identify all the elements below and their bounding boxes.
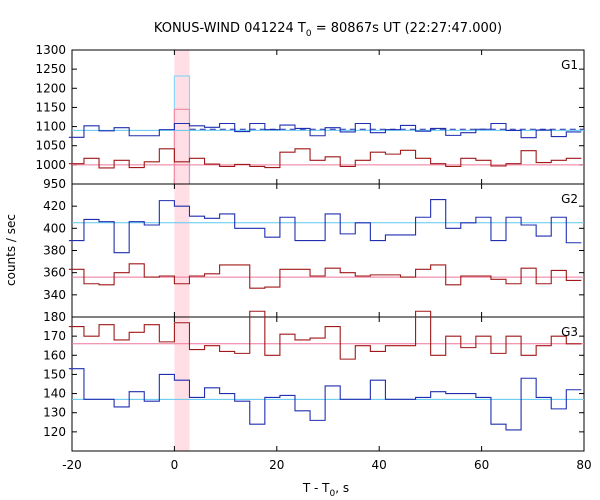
panel-frame bbox=[71, 316, 585, 452]
burst-bin bbox=[173, 108, 191, 184]
series-step-line bbox=[68, 198, 582, 254]
y-axis-label: counts / sec bbox=[4, 214, 18, 286]
series-step-line bbox=[68, 122, 582, 139]
x-tick-label: 60 bbox=[474, 458, 489, 472]
highlight-band bbox=[174, 184, 190, 317]
y-tick-label: 140 bbox=[43, 387, 66, 401]
x-tick-label: 80 bbox=[576, 458, 591, 472]
y-tick-label: 400 bbox=[43, 221, 66, 235]
series-step-line bbox=[68, 368, 582, 431]
x-tick-label: -20 bbox=[62, 458, 82, 472]
y-tick-label: 1000 bbox=[35, 158, 66, 172]
series-step-line bbox=[68, 263, 582, 289]
panel-g2: 340 360 380 400 420 G2 bbox=[43, 183, 585, 318]
y-tick-label: 1100 bbox=[35, 120, 66, 134]
panel-g3: 120 130 140 150 160 170 180 G3 bbox=[43, 310, 585, 452]
panel-g1: 950 1000 1050 1100 1150 1200 1250 1300 G1 bbox=[35, 43, 585, 191]
x-tick-label: 20 bbox=[269, 458, 284, 472]
chart-title: KONUS-WIND 041224 T0 = 80867s UT (22:27:… bbox=[154, 21, 502, 39]
y-tick-label: 120 bbox=[43, 425, 66, 439]
panel-frame bbox=[71, 183, 585, 318]
y-tick-label: 360 bbox=[43, 266, 66, 280]
highlight-band bbox=[174, 50, 190, 184]
series-step-line bbox=[68, 310, 582, 360]
panel-label: G1 bbox=[561, 58, 578, 72]
x-axis-label: T - T0, s bbox=[302, 481, 349, 499]
highlight-band bbox=[174, 317, 190, 451]
panel-label: G2 bbox=[561, 192, 578, 206]
y-tick-label: 1050 bbox=[35, 139, 66, 153]
y-tick-label: 420 bbox=[43, 199, 66, 213]
series-step-line bbox=[68, 148, 582, 169]
y-tick-label: 1200 bbox=[35, 81, 66, 95]
y-tick-label: 380 bbox=[43, 244, 66, 258]
panel-label: G3 bbox=[561, 325, 578, 339]
x-tick-label: 40 bbox=[372, 458, 387, 472]
y-tick-label: 950 bbox=[43, 177, 66, 191]
y-tick-label: 150 bbox=[43, 367, 66, 381]
y-tick-label: 180 bbox=[43, 310, 66, 324]
y-tick-label: 1150 bbox=[35, 100, 66, 114]
y-tick-label: 1250 bbox=[35, 62, 66, 76]
chart-panels: 9501000105011001150120012501300G13403603… bbox=[35, 43, 591, 472]
y-tick-label: 340 bbox=[43, 288, 66, 302]
y-tick-label: 160 bbox=[43, 348, 66, 362]
y-tick-label: 1300 bbox=[35, 43, 66, 57]
x-tick-label: 0 bbox=[171, 458, 179, 472]
y-tick-label: 170 bbox=[43, 329, 66, 343]
y-tick-label: 130 bbox=[43, 406, 66, 420]
